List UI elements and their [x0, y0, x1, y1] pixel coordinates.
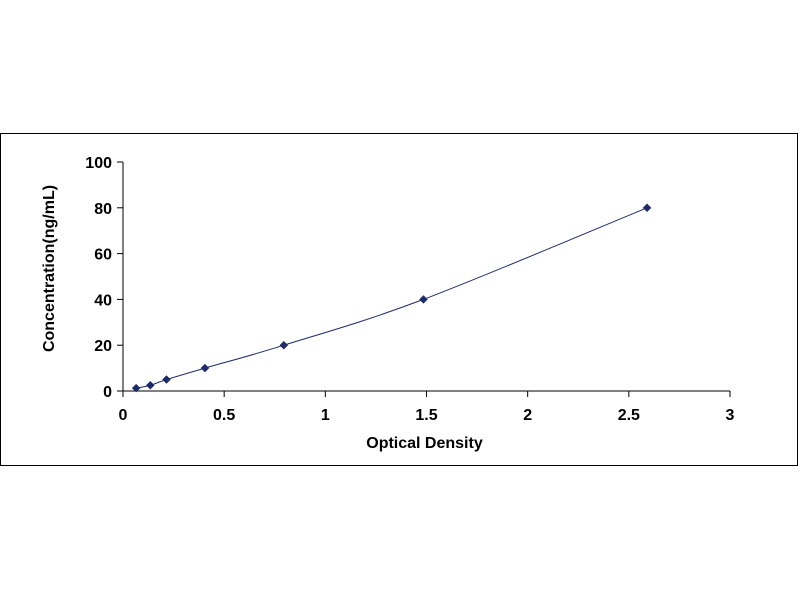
data-point-marker — [419, 295, 428, 304]
data-point-marker — [131, 383, 141, 393]
fit-curve-group — [136, 207, 648, 389]
y-tick-label: 80 — [94, 201, 112, 218]
y-axis-label: Concentration(ng/mL) — [41, 185, 58, 352]
x-tick-label: 1 — [321, 407, 330, 424]
x-tick-label: 2 — [523, 407, 532, 424]
x-tick-label: 0.5 — [213, 407, 235, 424]
y-tick-label: 100 — [85, 155, 112, 172]
chart-frame — [0, 133, 798, 466]
y-tick-label: 40 — [94, 292, 112, 309]
data-point-marker — [200, 363, 210, 373]
data-point-marker — [279, 340, 289, 350]
fit-curve — [136, 207, 648, 389]
x-tick-label: 1.5 — [415, 407, 437, 424]
y-tick-label: 20 — [94, 338, 112, 355]
axes: 0 20 40 60 80 100 0 0.5 1 1.5 2 2.5 3 — [85, 155, 734, 424]
y-tick-label: 60 — [94, 247, 112, 264]
data-points — [131, 203, 652, 393]
x-tick-label: 2.5 — [618, 407, 640, 424]
y-tick-label: 0 — [103, 384, 112, 401]
data-point-marker — [642, 203, 652, 213]
x-tick-label: 3 — [726, 407, 735, 424]
x-tick-label: 0 — [119, 407, 128, 424]
data-point-marker — [145, 380, 155, 390]
data-point-marker — [162, 375, 171, 384]
x-axis-label: Optical Density — [366, 435, 483, 452]
